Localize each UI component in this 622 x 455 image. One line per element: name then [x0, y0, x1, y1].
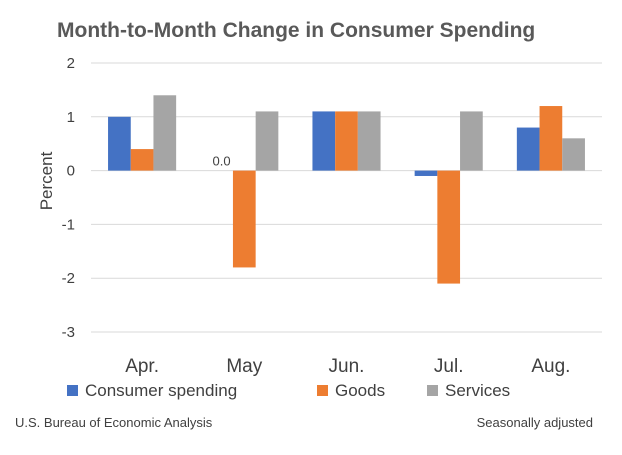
y-axis-label: Percent	[37, 151, 56, 210]
legend-label: Goods	[335, 381, 385, 400]
y-tick-label: -3	[62, 324, 75, 341]
legend-label: Services	[445, 381, 510, 400]
bar-services	[460, 111, 483, 171]
y-tick-label: -2	[62, 270, 75, 287]
source-note: U.S. Bureau of Economic Analysis	[15, 415, 213, 430]
seasonal-note: Seasonally adjusted	[477, 415, 593, 430]
bar-goods	[232, 170, 256, 268]
legend-label: Consumer spending	[85, 381, 237, 400]
y-tick-label: -1	[62, 216, 75, 233]
bar-services	[255, 111, 279, 171]
bar-consumer-spending	[312, 111, 336, 171]
bar-services	[562, 138, 585, 171]
chart-title: Month-to-Month Change in Consumer Spendi…	[57, 19, 535, 42]
legend-swatch	[317, 385, 328, 396]
legend-swatch	[67, 385, 78, 396]
bar-services	[153, 95, 177, 171]
x-tick-label: Jul.	[434, 356, 464, 377]
y-tick-label: 2	[67, 55, 75, 72]
legend-swatch	[427, 385, 438, 396]
y-tick-label: 0	[67, 163, 75, 180]
bar-goods	[539, 106, 563, 171]
x-tick-label: Jun.	[329, 356, 365, 377]
bar-consumer-spending	[516, 127, 540, 171]
x-tick-label: Apr.	[125, 356, 159, 377]
x-tick-label: May	[226, 356, 262, 377]
bar-goods	[130, 149, 154, 171]
x-tick-label: Aug.	[531, 356, 570, 377]
bar-goods	[335, 111, 358, 171]
bar-consumer-spending	[108, 116, 131, 171]
bar-goods	[437, 170, 461, 284]
bar-services	[357, 111, 381, 171]
y-tick-label: 1	[67, 109, 75, 126]
bar-consumer-spending	[414, 170, 438, 176]
data-label: 0.0	[213, 154, 231, 169]
